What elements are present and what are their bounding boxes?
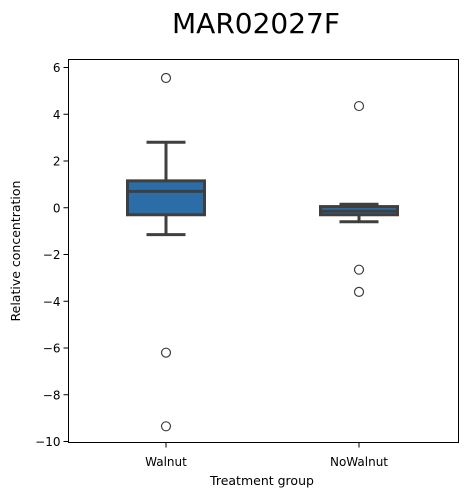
- y-tick-label: −6: [43, 342, 61, 356]
- outlier-point: [353, 264, 365, 275]
- outlier-point: [353, 100, 365, 112]
- box-group-nowalnut: [319, 100, 399, 297]
- y-tick-label: −2: [43, 248, 61, 262]
- y-tick-label: 0: [53, 201, 61, 215]
- y-tick-label: −8: [43, 388, 61, 402]
- y-axis: −10 −8 −6 −4 −2 0 2 4 6: [35, 61, 69, 449]
- chart-title: MAR02027F: [172, 7, 340, 40]
- x-axis: Walnut NoWalnut: [145, 442, 388, 469]
- plot-marks: [126, 72, 399, 432]
- y-axis-label: Relative concentration: [8, 181, 23, 322]
- y-tick-label: −10: [35, 435, 60, 449]
- y-tick-label: 4: [53, 108, 61, 122]
- x-tick-label: NoWalnut: [330, 455, 388, 469]
- box-iqr: [126, 179, 206, 217]
- outlier-point: [160, 421, 172, 432]
- outlier-point: [353, 286, 365, 297]
- box-group-walnut: [126, 72, 206, 432]
- plot-frame: [68, 59, 459, 443]
- y-tick-label: 6: [53, 61, 61, 75]
- outlier-point: [160, 347, 172, 358]
- x-tick-label: Walnut: [145, 455, 187, 469]
- x-axis-label: Treatment group: [209, 473, 314, 488]
- outlier-point: [160, 72, 172, 84]
- y-tick-label: −4: [43, 295, 61, 309]
- y-tick-label: 2: [53, 155, 61, 169]
